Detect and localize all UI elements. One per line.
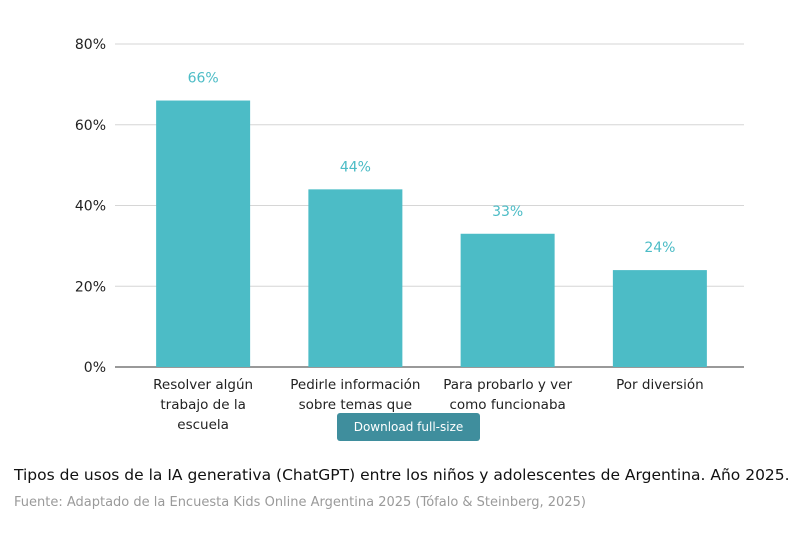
x-tick-label-line: Por diversión	[616, 377, 704, 393]
x-tick-label-line: Para probarlo y ver	[443, 377, 572, 393]
download-full-size-button[interactable]: Download full-size	[337, 413, 480, 441]
figure-caption: Tipos de usos de la IA generativa (ChatG…	[14, 462, 804, 516]
x-tick-label: Resolver algún trabajo de la escuela	[153, 377, 253, 433]
bar	[156, 100, 251, 368]
y-tick-label: 0%	[84, 360, 106, 376]
bar-chart: 0% 20% 40% 60% 80% 66% Resolver algún trabajo d…	[75, 37, 744, 433]
y-tick-label: 40%	[75, 199, 106, 215]
x-tick-label-line: como funcionaba	[449, 397, 565, 413]
x-tick-label-line: escuela	[177, 417, 229, 433]
x-tick-label-line: Pedirle información	[290, 377, 420, 393]
x-tick-label: Para probarlo y ver como funcionaba	[443, 377, 572, 413]
x-tick-label-line: Resolver algún	[153, 377, 253, 393]
bar	[612, 270, 707, 367]
x-tick-label: Por diversión	[616, 377, 704, 393]
x-tick-label-line: sobre temas que	[299, 397, 413, 413]
data-label: 66%	[188, 71, 219, 87]
x-tick-label-line: trabajo de la	[160, 397, 245, 413]
bar	[460, 233, 555, 367]
caption-text: Tipos de usos de la IA generativa (ChatG…	[14, 466, 790, 484]
y-tick-label: 20%	[75, 279, 106, 295]
data-label: 24%	[644, 240, 675, 256]
y-tick-label: 60%	[75, 118, 106, 134]
data-label: 44%	[340, 159, 371, 175]
y-tick-label: 80%	[75, 37, 106, 53]
data-label: 33%	[492, 204, 523, 220]
caption-source: Fuente: Adaptado de la Encuesta Kids Onl…	[14, 495, 586, 510]
bar	[308, 189, 403, 367]
